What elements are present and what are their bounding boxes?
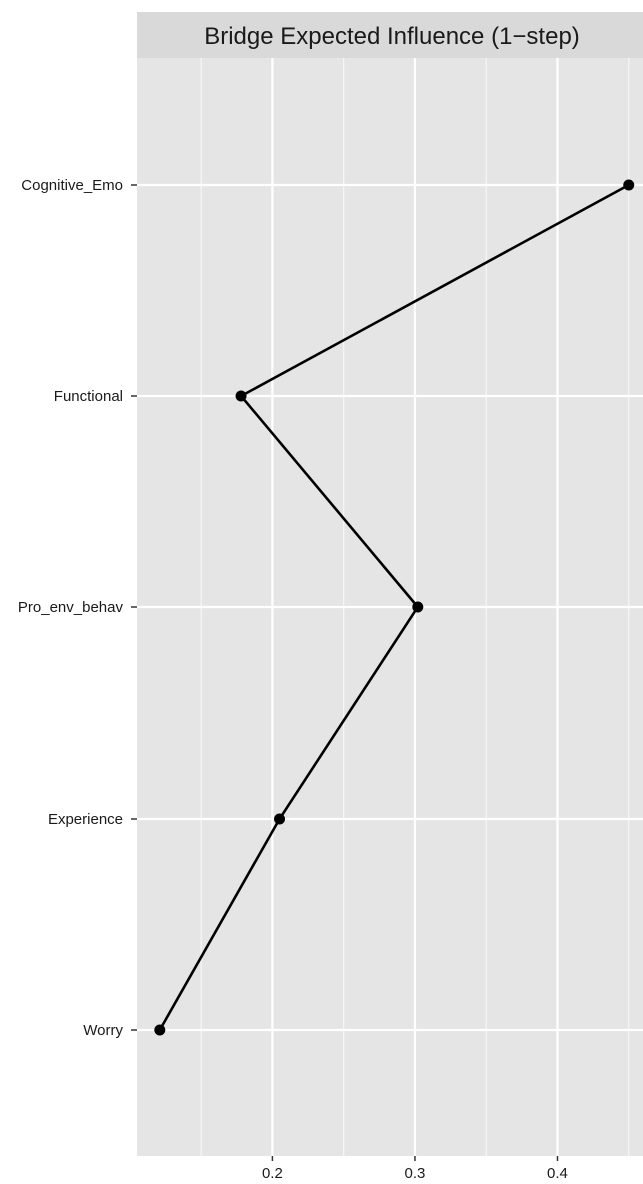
data-point-experience — [274, 813, 286, 825]
data-layer — [154, 179, 635, 1036]
data-point-cognitive-emo — [623, 179, 635, 191]
x-tick-label: 0.4 — [547, 1165, 568, 1182]
y-tick-label: Worry — [83, 1022, 123, 1039]
y-tick-label: Cognitive_Emo — [21, 177, 123, 194]
grid-layer — [137, 58, 643, 1156]
x-tick-label: 0.2 — [262, 1165, 283, 1182]
data-point-worry — [154, 1024, 166, 1036]
data-point-functional — [235, 390, 247, 402]
x-tick-label: 0.3 — [405, 1165, 426, 1182]
y-tick-label: Experience — [48, 811, 123, 828]
strip-background — [137, 12, 643, 58]
y-tick-label: Pro_env_behav — [18, 599, 124, 616]
y-tick-label: Functional — [54, 388, 123, 405]
data-point-pro-env-behav — [412, 601, 424, 613]
axis-layer: 0.2 0.3 0.4 Cognitive_Emo Functional Pro_env_… — [18, 177, 568, 1182]
chart-title: Bridge Expected Influence (1−step) — [204, 23, 580, 50]
